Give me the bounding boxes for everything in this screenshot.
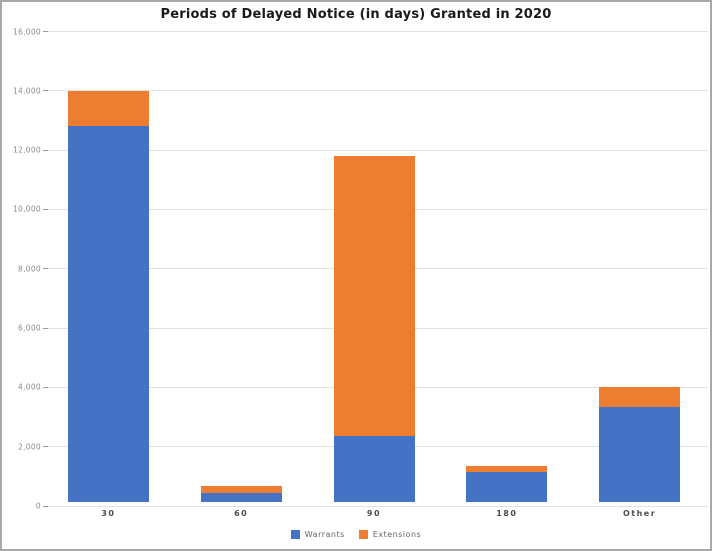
bar-30-warrants-segment [67,126,149,502]
y-tick-mark [43,149,48,151]
y-tick-label: 14,000 [12,86,41,96]
gridline-14000 [48,90,708,92]
legend-label-extensions: Extensions [372,530,422,539]
y-tick-label: 10,000 [12,204,41,214]
bar-90-extensions-segment [333,156,415,437]
y-tick-label: 12,000 [12,145,41,155]
x-tick-label-90: 90 [366,509,382,518]
x-tick-label-60: 60 [234,509,249,518]
bar-60-extensions-segment [200,486,282,494]
legend-swatch-warrants [290,530,300,539]
x-tick-label-30: 30 [101,509,116,518]
y-tick-mark [43,208,48,210]
bar-30-extensions-segment [67,90,149,127]
legend-item-extensions: Extensions [358,530,422,539]
legend-item-warrants: Warrants [290,530,345,539]
y-tick-label: 4,000 [18,382,41,392]
y-tick-mark [43,327,48,329]
y-tick-label: 16,000 [12,27,41,36]
x-tick-label-other: Other [622,509,657,518]
chart-title: Periods of Delayed Notice (in days) Gran… [160,7,552,22]
y-tick-label: 8,000 [18,264,41,274]
gridline-12000 [48,149,708,151]
y-tick-label: 0 [35,501,41,511]
bar-180-extensions-segment [466,465,548,472]
x-tick-label-180: 180 [496,509,518,518]
y-tick-mark [43,268,48,270]
bar-180-warrants-segment [466,471,548,502]
bar-other-warrants-segment [599,406,681,502]
bar-90-warrants-segment [333,436,415,502]
bar-60-warrants-segment [200,493,282,502]
y-tick-mark [43,386,48,388]
legend-swatch-extensions [358,530,368,539]
y-tick-label: 6,000 [18,323,41,333]
y-tick-mark [43,90,48,92]
y-tick-mark [43,31,48,32]
legend: Warrants Extensions [2,530,710,539]
y-tick-mark [43,505,48,507]
y-tick-label: 2,000 [18,442,41,452]
legend-label-warrants: Warrants [304,530,345,539]
gridline-0 [48,505,708,507]
gridline-16000 [48,31,708,32]
bar-other-extensions-segment [599,387,681,407]
y-tick-mark [43,446,48,448]
